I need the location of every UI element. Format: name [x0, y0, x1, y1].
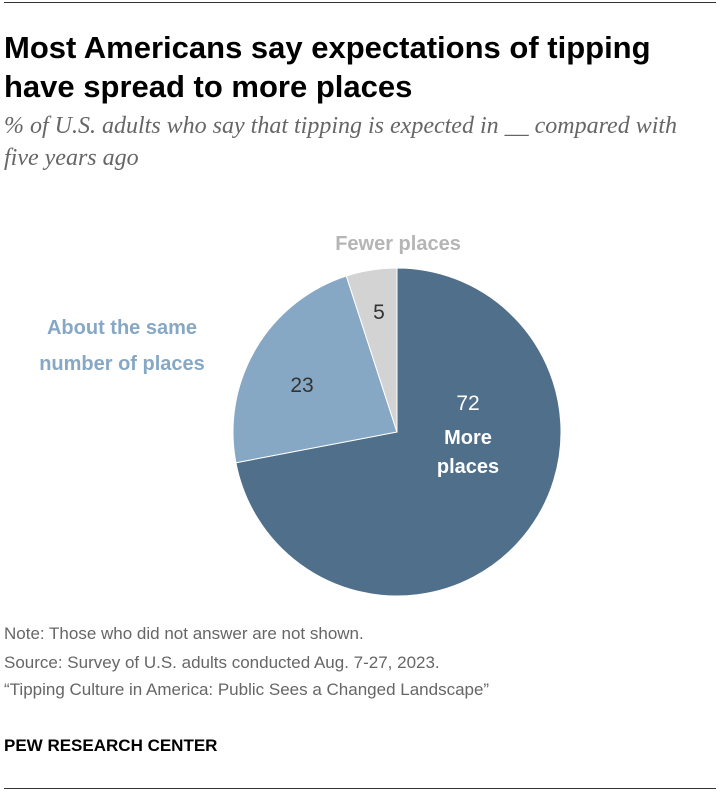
label-same-line2: number of places: [39, 353, 205, 375]
bottom-rule: [4, 788, 716, 789]
label-fewer: Fewer places: [335, 233, 461, 255]
chart-subtitle: % of U.S. adults who say that tipping is…: [4, 113, 678, 171]
label-more-line2: places: [437, 456, 499, 478]
chart-title: Most Americans say expectations of tippi…: [4, 30, 651, 104]
report-title: “Tipping Culture in America: Public Sees…: [4, 680, 490, 699]
pie-slice-more: [235, 267, 562, 597]
pie-slice-fewer: [345, 267, 398, 433]
value-same: 23: [290, 374, 313, 397]
source: Source: Survey of U.S. adults conducted …: [4, 653, 440, 672]
pie-chart: Fewer places About the same number of pl…: [39, 233, 562, 597]
label-same-line1: About the same: [47, 317, 197, 339]
value-fewer: 5: [373, 301, 385, 324]
label-more-line1: More: [444, 427, 492, 449]
pie-slice-same: [232, 275, 398, 464]
note: Note: Those who did not answer are not s…: [4, 624, 364, 643]
value-more: 72: [456, 392, 479, 415]
top-rule: [4, 2, 716, 3]
brand-logo: PEW RESEARCH CENTER: [4, 736, 218, 755]
